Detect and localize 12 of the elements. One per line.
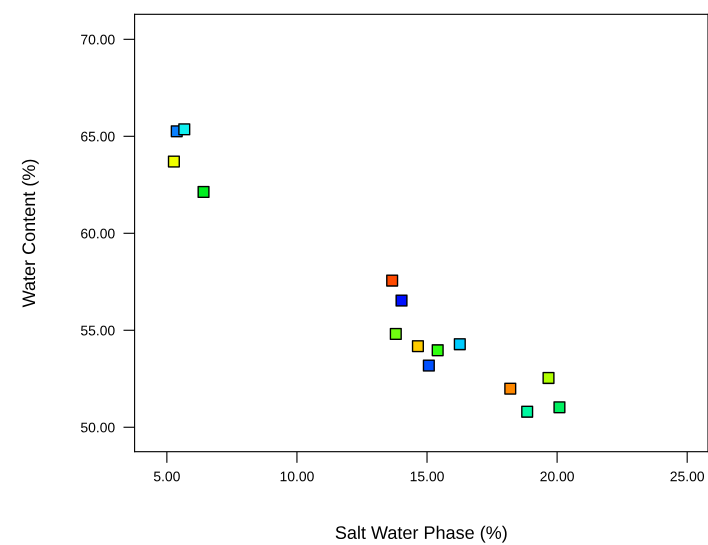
x-tick-label: 10.00 (280, 472, 314, 482)
x-axis-title: Salt Water Phase (%) (336, 526, 507, 543)
y-tick-label: 65.00 (81, 132, 115, 142)
y-tick-label: 60.00 (81, 228, 115, 238)
x-tick-label: 20.00 (540, 472, 574, 482)
y-tick-label: 70.00 (81, 34, 115, 44)
x-tick-label: 15.00 (410, 472, 444, 482)
x-tick-label: 25.00 (670, 472, 704, 482)
y-tick-label: 55.00 (80, 326, 115, 336)
x-tick-label: 5.00 (154, 472, 180, 482)
y-axis-title: Water Content (%) (22, 160, 39, 308)
y-tick-label: 50.00 (80, 422, 115, 432)
